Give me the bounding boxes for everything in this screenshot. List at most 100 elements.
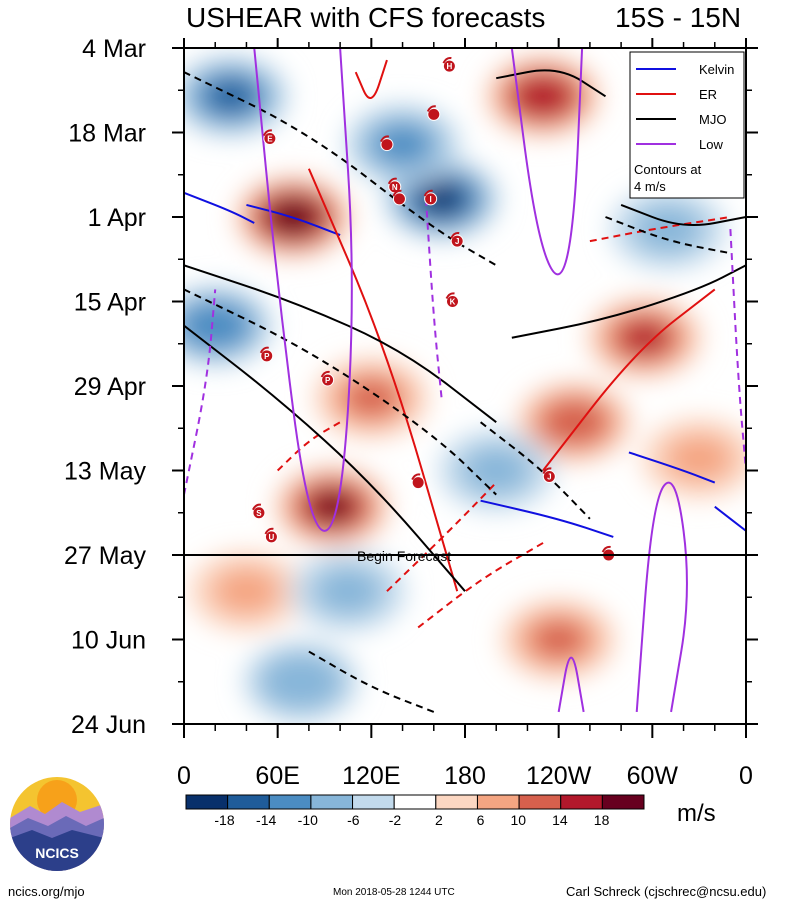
storm-marker-7: J bbox=[450, 232, 464, 248]
colorbar-units: m/s bbox=[677, 800, 716, 827]
er-contour-7 bbox=[354, 59, 388, 99]
storm-letter-4: N bbox=[392, 183, 398, 192]
storm-marker-5 bbox=[392, 189, 406, 206]
y-tick-label-4: 29 Apr bbox=[74, 373, 146, 401]
kelvin-contour-3 bbox=[628, 451, 716, 484]
colorbar-label-4: -2 bbox=[389, 812, 402, 828]
low-contour-25 bbox=[557, 656, 585, 713]
colorbar-label-8: 14 bbox=[552, 812, 568, 828]
storm-letter-6: I bbox=[430, 195, 432, 204]
colorbar-label-2: -10 bbox=[298, 812, 318, 828]
colorbar-swatch-0 bbox=[185, 794, 229, 810]
anomaly-blob-16 bbox=[313, 567, 383, 616]
legend-note-line2: 4 m/s bbox=[634, 179, 666, 194]
storm-marker-10: P bbox=[320, 370, 335, 387]
contour-lines bbox=[184, 48, 746, 713]
footer-author: Carl Schreck (cjschrec@ncsu.edu) bbox=[566, 884, 767, 899]
mjo-contour-16 bbox=[620, 203, 746, 227]
mjo-contour-19 bbox=[479, 421, 591, 520]
colorbar-swatch-2 bbox=[268, 794, 312, 810]
storm-marker-13: S bbox=[252, 503, 266, 520]
x-tick-label-6: 0 bbox=[739, 762, 753, 790]
storm-letter-12: J bbox=[547, 473, 551, 482]
anomaly-blob-5 bbox=[531, 620, 586, 659]
ncics-logo: NCICS bbox=[10, 777, 104, 871]
er-contour-8 bbox=[386, 481, 497, 592]
mjo-contour-20 bbox=[308, 650, 435, 713]
anomaly-blob-13 bbox=[258, 652, 344, 712]
colorbar-swatch-9 bbox=[560, 794, 603, 810]
x-tick-label-4: 120W bbox=[526, 762, 592, 790]
low-contour-27 bbox=[184, 289, 217, 495]
colorbar-swatch-5 bbox=[393, 794, 437, 810]
forecast-start-label: Begin Forecast bbox=[357, 548, 451, 564]
kelvin-contour-0 bbox=[184, 191, 255, 224]
colorbar-label-9: 18 bbox=[594, 812, 610, 828]
low-contour-24 bbox=[635, 481, 688, 713]
anomaly-blob-1 bbox=[311, 492, 354, 522]
storm-markers: H E N I J K P P J S U bbox=[252, 56, 616, 562]
colorbar-swatch-1 bbox=[227, 794, 270, 810]
storm-marker-11 bbox=[411, 473, 425, 490]
colorbar: -18 -14 -10 -6 -2 2 6 10 14 18 bbox=[185, 794, 645, 828]
mjo-contour-17 bbox=[184, 71, 497, 267]
colorbar-swatch-4 bbox=[352, 794, 395, 810]
chart-title-right: 15S - 15N bbox=[615, 2, 741, 33]
storm-letter-10: P bbox=[325, 376, 331, 385]
mjo-contour-18 bbox=[184, 288, 497, 496]
y-tick-label-2: 1 Apr bbox=[88, 204, 146, 232]
mjo-contour-12 bbox=[184, 324, 466, 592]
x-tick-label-5: 60W bbox=[627, 762, 679, 790]
anomaly-blob-15 bbox=[633, 205, 703, 254]
er-contour-6 bbox=[542, 288, 716, 472]
anomaly-blob-11 bbox=[207, 80, 254, 113]
anomaly-blob-12 bbox=[184, 301, 250, 350]
mjo-contour-21 bbox=[605, 216, 731, 255]
low-contour-26 bbox=[424, 198, 443, 399]
colorbar-label-7: 10 bbox=[511, 812, 527, 828]
legend-box bbox=[629, 51, 745, 199]
storm-marker-0: H bbox=[442, 56, 456, 73]
anomaly-blob-4 bbox=[621, 321, 668, 354]
storm-letter-8: K bbox=[450, 298, 456, 307]
er-contour-5 bbox=[307, 168, 459, 592]
colorbar-swatch-3 bbox=[310, 794, 354, 810]
anomaly-blob-7 bbox=[664, 434, 734, 483]
x-tick-label-0: 0 bbox=[177, 762, 191, 790]
x-tick-label-1: 60E bbox=[255, 762, 299, 790]
x-tick-label-2: 120E bbox=[342, 762, 400, 790]
mjo-contour-14 bbox=[511, 264, 746, 339]
storm-letter-0: H bbox=[446, 62, 452, 71]
y-tick-label-0: 4 Mar bbox=[82, 35, 146, 63]
footer-site-link[interactable]: ncics.org/mjo bbox=[8, 884, 85, 899]
mjo-contour-15 bbox=[496, 69, 607, 98]
colorbar-label-1: -14 bbox=[256, 812, 276, 828]
legend-note-line1: Contours at bbox=[634, 162, 702, 177]
colorbar-label-5: 2 bbox=[435, 812, 443, 828]
anomaly-blob-6 bbox=[344, 379, 399, 417]
y-tick-label-5: 13 May bbox=[64, 458, 146, 486]
storm-letter-9: P bbox=[264, 352, 270, 361]
colorbar-swatch-10 bbox=[601, 794, 645, 810]
anomaly-blob-2 bbox=[513, 75, 573, 118]
storm-letter-7: J bbox=[455, 237, 459, 246]
storm-letter-14: U bbox=[269, 533, 275, 542]
kelvin-contour-2 bbox=[480, 499, 614, 538]
colorbar-label-3: -6 bbox=[347, 812, 360, 828]
colorbar-label-0: -18 bbox=[214, 812, 234, 828]
anomaly-blob-8 bbox=[211, 567, 281, 616]
storm-letter-2: E bbox=[267, 135, 273, 144]
low-contour-22 bbox=[253, 48, 353, 532]
storm-marker-14: U bbox=[264, 527, 278, 544]
colorbar-label-6: 6 bbox=[477, 812, 485, 828]
kelvin-contour-4 bbox=[714, 505, 746, 532]
y-tick-label-8: 24 Jun bbox=[71, 711, 146, 739]
legend: Kelvin ER MJO Low Contours at 4 m/s bbox=[629, 51, 745, 199]
storm-marker-2: E bbox=[262, 129, 277, 146]
legend-label-mjo: MJO bbox=[699, 112, 726, 127]
anomaly-blob-10 bbox=[375, 125, 430, 164]
storm-marker-6: I bbox=[423, 189, 438, 206]
y-tick-label-3: 15 Apr bbox=[74, 289, 146, 317]
colorbar-swatch-7 bbox=[476, 794, 520, 810]
